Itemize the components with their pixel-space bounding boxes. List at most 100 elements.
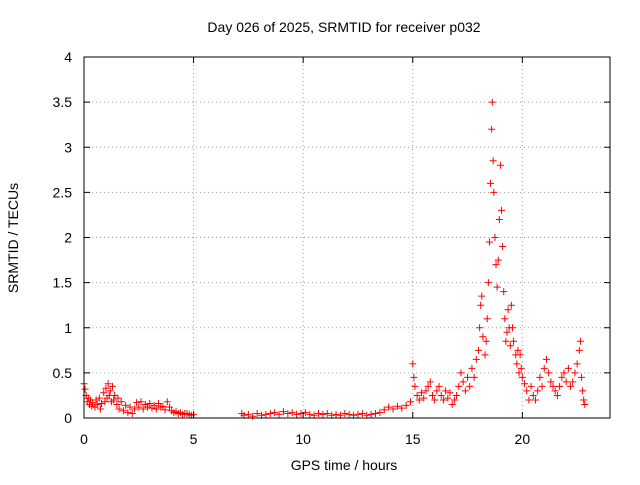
data-point (323, 409, 331, 417)
data-point (545, 369, 553, 377)
data-point (523, 387, 531, 395)
data-point (495, 215, 503, 223)
data-point (271, 409, 279, 417)
data-point (578, 373, 586, 381)
data-point (547, 378, 555, 386)
data-point (538, 382, 546, 390)
x-tick-label: 0 (80, 431, 88, 447)
data-point (489, 157, 497, 165)
data-point (494, 256, 502, 264)
data-point (110, 396, 118, 404)
y-tick-label: 3.5 (53, 94, 73, 110)
data-point (420, 394, 428, 402)
data-point (410, 373, 418, 381)
data-point (163, 398, 171, 406)
data-point (490, 188, 498, 196)
data-point (266, 409, 274, 417)
data-point (422, 387, 430, 395)
data-point (575, 346, 583, 354)
data-point (487, 179, 495, 187)
plot-frame (83, 56, 611, 419)
data-point (518, 373, 526, 381)
data-point (485, 238, 493, 246)
data-point (508, 324, 516, 332)
data-point (345, 410, 353, 418)
data-point (475, 346, 482, 354)
x-tick-label: 20 (515, 431, 531, 447)
grid-lines (84, 57, 610, 418)
data-point (119, 407, 127, 415)
data-point (92, 396, 100, 404)
data-point (517, 364, 525, 372)
data-point (88, 402, 96, 410)
data-point (450, 396, 458, 404)
data-point (560, 369, 568, 377)
data-point (424, 382, 432, 390)
data-point (466, 382, 474, 390)
y-tick-label: 1 (64, 320, 72, 336)
data-point (513, 360, 521, 368)
data-point (531, 396, 539, 404)
data-point (288, 409, 296, 417)
data-point (354, 410, 362, 418)
y-tick-label: 1.5 (53, 275, 73, 291)
data-point (398, 404, 406, 412)
data-point (553, 391, 561, 399)
data-point (409, 360, 417, 368)
data-point (481, 351, 489, 359)
data-point (98, 400, 106, 408)
data-point (155, 400, 163, 408)
data-point (144, 403, 152, 411)
y-axis-label: SRMTID / TECUs (5, 183, 21, 293)
data-point (470, 373, 478, 381)
data-point (389, 405, 397, 413)
data-point (122, 401, 130, 409)
data-point (507, 301, 515, 309)
data-point (562, 378, 570, 386)
data-point (315, 409, 323, 417)
data-point (488, 125, 496, 133)
data-point (579, 387, 587, 395)
data-point (576, 337, 584, 345)
data-point (93, 400, 101, 408)
data-point (476, 324, 484, 332)
data-point (514, 346, 522, 354)
data-point (96, 405, 104, 413)
data-point (137, 398, 145, 406)
data-point (506, 342, 514, 350)
data-point (139, 405, 147, 413)
data-point (468, 364, 476, 372)
data-point (569, 378, 577, 386)
x-tick-label: 5 (190, 431, 198, 447)
data-point (502, 337, 510, 345)
data-point (428, 391, 436, 399)
data-point (102, 384, 110, 392)
y-tick-label: 0.5 (53, 365, 73, 381)
data-point (126, 403, 134, 411)
data-point (483, 315, 491, 323)
data-point (117, 398, 125, 406)
data-point (478, 292, 486, 300)
data-point (100, 389, 108, 397)
data-point (551, 387, 559, 395)
data-point (253, 409, 261, 417)
data-point (358, 409, 366, 417)
data-point (130, 405, 138, 413)
data-point (446, 389, 454, 397)
data-point (104, 380, 112, 388)
data-point (128, 409, 136, 417)
data-point (455, 382, 463, 390)
x-tick-label: 10 (295, 431, 311, 447)
data-point (581, 400, 589, 408)
chart-title: Day 026 of 2025, SRMTID for receiver p03… (207, 19, 480, 35)
y-tick-label: 3 (64, 139, 72, 155)
data-point (498, 206, 506, 214)
data-point (411, 382, 419, 390)
data-point (367, 410, 375, 418)
data-point (341, 409, 349, 417)
data-point (536, 373, 544, 381)
data-point (564, 364, 572, 372)
data-point (319, 410, 327, 418)
